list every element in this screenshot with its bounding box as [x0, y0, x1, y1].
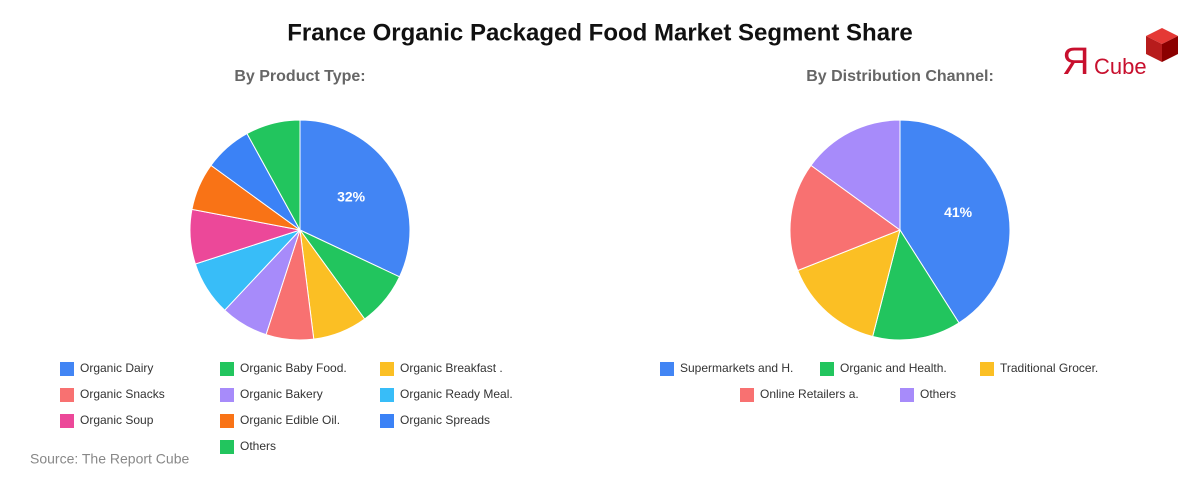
legend-swatch	[220, 440, 234, 454]
source: Source: The Report Cube	[30, 451, 189, 467]
pie-slice	[810, 119, 901, 231]
legend-label: Organic Breakfast .	[400, 361, 503, 375]
legend-swatch	[220, 414, 234, 428]
logo: Я Cube	[1062, 28, 1178, 83]
logo-text: Cube	[1094, 54, 1147, 79]
value-label: 41%	[944, 204, 973, 220]
logo-mark: Я	[1062, 41, 1089, 83]
legend-swatch	[980, 362, 994, 376]
title: France Organic Packaged Food Market Segm…	[287, 19, 913, 46]
legend-label: Organic and Health.	[840, 361, 947, 375]
subtitle: By Distribution Channel:	[806, 68, 994, 85]
legend-label: Organic Baby Food.	[240, 361, 347, 375]
value-label: 32%	[337, 188, 366, 204]
legend-swatch	[740, 388, 754, 402]
pie-slice	[299, 119, 411, 278]
legend-label: Organic Snacks	[80, 387, 165, 401]
pie-slice	[789, 164, 902, 272]
legend-label: Organic Dairy	[80, 361, 153, 375]
legend-label: Others	[920, 387, 956, 401]
legend-swatch	[220, 388, 234, 402]
pie-slice	[246, 119, 301, 231]
subtitle: By Product Type:	[234, 68, 365, 85]
legend-label: Online Retailers a.	[760, 387, 859, 401]
pie-slice	[899, 119, 1011, 324]
legend-label: Supermarkets and H.	[680, 361, 793, 375]
legend-label: Traditional Grocer.	[1000, 361, 1098, 375]
legend-swatch	[660, 362, 674, 376]
legend-label: Organic Ready Meal.	[400, 387, 513, 401]
legend-swatch	[380, 362, 394, 376]
legend-swatch	[60, 388, 74, 402]
legend-swatch	[380, 388, 394, 402]
legend-swatch	[380, 414, 394, 428]
legend-swatch	[220, 362, 234, 376]
pie-slice	[797, 229, 901, 338]
logo-cube	[1162, 36, 1178, 62]
pie-slice	[872, 228, 960, 341]
legend-swatch	[900, 388, 914, 402]
legend-swatch	[60, 362, 74, 376]
legend-swatch	[60, 414, 74, 428]
legend-label: Organic Spreads	[400, 413, 490, 427]
legend-label: Organic Bakery	[240, 387, 323, 401]
legend-swatch	[820, 362, 834, 376]
legend-label: Organic Edible Oil.	[240, 413, 340, 427]
legend-label: Others	[240, 439, 276, 453]
logo-cube	[1146, 36, 1162, 62]
legend-label: Organic Soup	[80, 413, 154, 427]
